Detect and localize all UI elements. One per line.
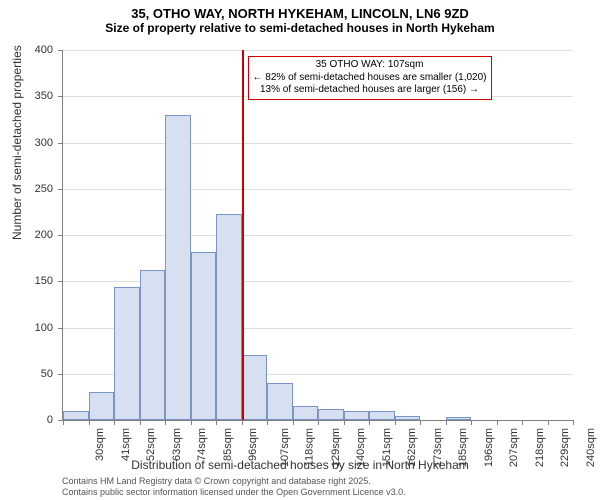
annotation-line: 35 OTHO WAY: 107sqm — [253, 59, 487, 72]
x-axis-label: Distribution of semi-detached houses by … — [0, 458, 600, 472]
y-tick-mark — [58, 235, 63, 236]
x-tick-mark — [267, 420, 268, 425]
y-tick-mark — [58, 281, 63, 282]
y-axis-label-container: 050100150200250300350400 — [0, 50, 55, 420]
x-tick-mark — [573, 420, 574, 425]
gridline — [63, 189, 573, 190]
histogram-bar — [369, 411, 395, 420]
annotation-line: 13% of semi-detached houses are larger (… — [253, 84, 487, 97]
x-tick-mark — [420, 420, 421, 425]
x-tick-mark — [318, 420, 319, 425]
histogram-bar — [89, 392, 115, 420]
footer-line-2: Contains public sector information licen… — [62, 487, 406, 498]
x-tick-mark — [548, 420, 549, 425]
y-tick-mark — [58, 189, 63, 190]
x-tick-mark — [395, 420, 396, 425]
chart-container: 35, OTHO WAY, NORTH HYKEHAM, LINCOLN, LN… — [0, 0, 600, 500]
x-tick-mark — [471, 420, 472, 425]
y-tick-label: 50 — [41, 368, 53, 380]
y-tick-label: 300 — [35, 137, 53, 149]
y-tick-label: 150 — [35, 275, 53, 287]
y-tick-label: 100 — [35, 322, 53, 334]
histogram-bar — [216, 214, 242, 420]
x-tick-label: 85sqm — [222, 428, 234, 461]
x-tick-label: 52sqm — [145, 428, 157, 461]
x-tick-mark — [216, 420, 217, 425]
y-tick-label: 400 — [35, 44, 53, 56]
gridline — [63, 143, 573, 144]
y-tick-mark — [58, 374, 63, 375]
x-tick-mark — [369, 420, 370, 425]
histogram-bar — [293, 406, 319, 420]
x-tick-mark — [63, 420, 64, 425]
x-tick-label: 63sqm — [171, 428, 183, 461]
histogram-bar — [395, 416, 421, 420]
x-tick-label: 74sqm — [196, 428, 208, 461]
x-tick-mark — [89, 420, 90, 425]
y-tick-mark — [58, 96, 63, 97]
y-tick-label: 350 — [35, 90, 53, 102]
title-line-2: Size of property relative to semi-detach… — [0, 21, 600, 35]
y-tick-label: 200 — [35, 229, 53, 241]
x-tick-mark — [344, 420, 345, 425]
x-tick-mark — [114, 420, 115, 425]
histogram-bar — [318, 409, 344, 420]
x-tick-mark — [522, 420, 523, 425]
y-tick-label: 250 — [35, 183, 53, 195]
x-tick-mark — [242, 420, 243, 425]
x-tick-mark — [140, 420, 141, 425]
histogram-bar — [191, 252, 217, 420]
histogram-bar — [140, 270, 166, 420]
footer-attribution: Contains HM Land Registry data © Crown c… — [62, 476, 406, 498]
y-tick-mark — [58, 143, 63, 144]
x-tick-mark — [446, 420, 447, 425]
histogram-bar — [165, 115, 191, 420]
x-tick-label: 30sqm — [94, 428, 106, 461]
annotation-box: 35 OTHO WAY: 107sqm← 82% of semi-detache… — [248, 56, 492, 100]
gridline — [63, 235, 573, 236]
annotation-line: ← 82% of semi-detached houses are smalle… — [253, 72, 487, 85]
histogram-bar — [63, 411, 89, 420]
title-line-1: 35, OTHO WAY, NORTH HYKEHAM, LINCOLN, LN… — [0, 6, 600, 21]
x-tick-mark — [165, 420, 166, 425]
x-tick-mark — [497, 420, 498, 425]
chart-title: 35, OTHO WAY, NORTH HYKEHAM, LINCOLN, LN… — [0, 0, 600, 35]
y-tick-label: 0 — [47, 414, 53, 426]
plot-area: 30sqm41sqm52sqm63sqm74sqm85sqm96sqm107sq… — [62, 50, 573, 421]
x-tick-mark — [191, 420, 192, 425]
histogram-bar — [446, 417, 472, 420]
y-tick-mark — [58, 50, 63, 51]
histogram-bar — [114, 287, 140, 420]
x-tick-label: 41sqm — [120, 428, 132, 461]
gridline — [63, 50, 573, 51]
x-tick-mark — [293, 420, 294, 425]
footer-line-1: Contains HM Land Registry data © Crown c… — [62, 476, 406, 487]
histogram-bar — [242, 355, 268, 420]
y-tick-mark — [58, 328, 63, 329]
y-axis-label: Number of semi-detached properties — [10, 45, 24, 240]
histogram-bar — [267, 383, 293, 420]
reference-line — [242, 50, 244, 420]
x-tick-label: 96sqm — [247, 428, 259, 461]
histogram-bar — [344, 411, 370, 420]
